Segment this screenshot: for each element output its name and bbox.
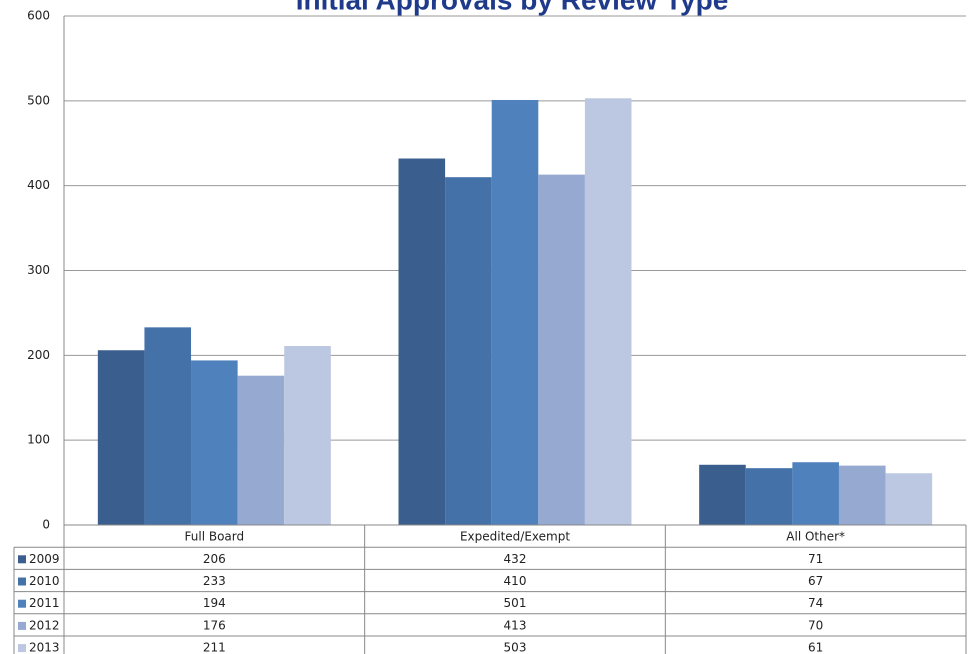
legend-swatch [18, 621, 26, 630]
table-value: 70 [808, 618, 823, 632]
bar [97, 350, 145, 525]
x-tick-label: Full Board [185, 530, 245, 544]
legend-swatch [18, 599, 26, 608]
x-tick-label: Expedited/Exempt [460, 530, 570, 544]
x-tick-label: All Other* [786, 530, 845, 544]
y-tick-label: 100 [27, 433, 50, 447]
bar [699, 464, 746, 525]
table-value: 211 [203, 641, 226, 654]
y-tick-label: 200 [27, 348, 50, 362]
legend-swatch [18, 577, 26, 586]
table-value: 503 [504, 641, 527, 654]
bar [491, 99, 539, 526]
bar [792, 462, 839, 525]
legend-swatch [18, 555, 26, 564]
legend-swatch [18, 644, 26, 653]
table-value: 410 [504, 574, 527, 588]
table-value: 432 [504, 552, 527, 566]
bar [745, 468, 793, 525]
y-tick-label: 400 [27, 178, 50, 192]
bar [237, 375, 285, 525]
bar [885, 473, 933, 525]
table-value: 233 [203, 574, 226, 588]
table-value: 74 [808, 596, 823, 610]
y-tick-label: 600 [27, 9, 50, 23]
legend-label: 2011 [29, 596, 60, 610]
table-value: 71 [808, 552, 823, 566]
table-value: 501 [504, 596, 527, 610]
bar [838, 465, 886, 525]
bar [144, 327, 192, 525]
bar [538, 174, 585, 525]
table-value: 61 [808, 641, 823, 654]
bar [445, 177, 492, 525]
table-value: 194 [203, 596, 226, 610]
legend-label: 2010 [29, 574, 60, 588]
table-value: 176 [203, 618, 226, 632]
bar [584, 98, 632, 525]
y-tick-label: 300 [27, 263, 50, 277]
legend-label: 2013 [29, 641, 60, 654]
bar [284, 346, 331, 525]
table-value: 413 [504, 618, 527, 632]
y-tick-label: 500 [27, 93, 50, 107]
bar [398, 158, 446, 525]
table-value: 206 [203, 552, 226, 566]
table-value: 67 [808, 574, 823, 588]
legend-label: 2009 [29, 552, 60, 566]
legend-label: 2012 [29, 618, 60, 632]
bar [191, 360, 238, 525]
y-tick-label: 0 [42, 518, 50, 532]
chart-title: Initial Approvals by Review Type [296, 0, 729, 15]
